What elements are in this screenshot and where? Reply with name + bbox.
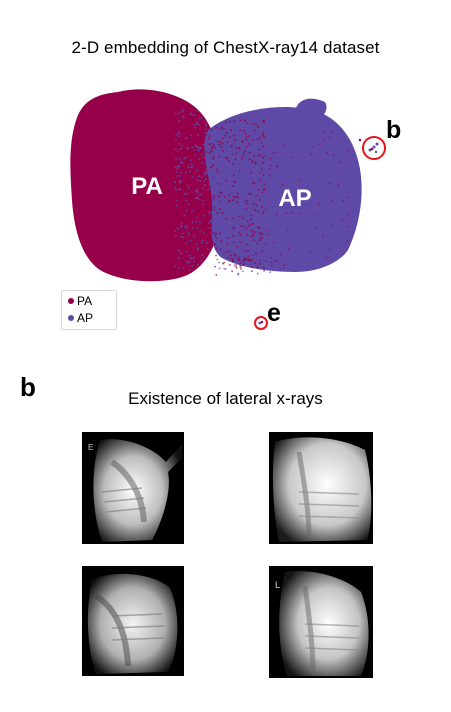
- lateral-xray-2: [269, 432, 373, 544]
- lateral-xray-4: L: [269, 566, 373, 678]
- scatter-speckle: [174, 109, 350, 276]
- pa-cluster-shape: [70, 89, 224, 282]
- lateral-xray-3: [82, 566, 184, 676]
- panel-b-title: Existence of lateral x-rays: [128, 389, 323, 408]
- xray-1-marker: E: [88, 443, 93, 452]
- legend-marker-ap: [68, 315, 74, 321]
- legend-marker-pa: [68, 298, 74, 304]
- embedding-scatter: PA AP b e: [70, 89, 401, 330]
- pa-cluster: [70, 89, 224, 282]
- pa-cluster-label: PA: [131, 173, 163, 200]
- outlier-b-points: [358, 138, 379, 154]
- ap-cluster-label: AP: [278, 185, 311, 212]
- outlier-b-label: b: [386, 116, 401, 144]
- lateral-xray-1: E: [82, 432, 184, 544]
- outlier-e-label: e: [267, 299, 281, 327]
- outlier-e-points: [258, 320, 264, 325]
- legend-label-pa: PA: [77, 294, 93, 308]
- legend-item-ap: AP: [68, 311, 93, 325]
- panel-b-letter: b: [20, 372, 36, 402]
- xray-4-marker: L: [275, 580, 280, 590]
- legend-item-pa: PA: [68, 294, 92, 308]
- figure-title: 2-D embedding of ChestX-ray14 dataset: [71, 38, 380, 57]
- outlier-b-circle: [362, 136, 386, 160]
- legend: PA AP: [61, 290, 117, 330]
- legend-label-ap: AP: [77, 311, 94, 325]
- outlier-e-circle: [254, 316, 268, 330]
